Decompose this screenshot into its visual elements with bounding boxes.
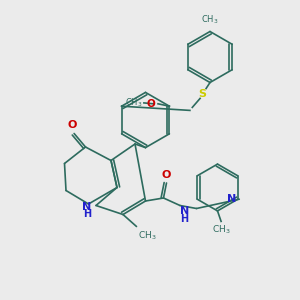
Text: CH$_3$: CH$_3$ — [138, 230, 157, 242]
Text: CH$_3$: CH$_3$ — [201, 14, 219, 26]
Text: O: O — [162, 170, 171, 180]
Text: O: O — [147, 99, 156, 109]
Text: N: N — [227, 194, 236, 204]
Text: CH$_3$: CH$_3$ — [212, 224, 230, 236]
Text: S: S — [199, 89, 206, 99]
Text: H: H — [83, 209, 92, 219]
Text: O: O — [68, 120, 77, 130]
Text: N: N — [82, 202, 92, 212]
Text: H: H — [180, 214, 188, 224]
Text: N: N — [180, 206, 189, 215]
Text: CH$_3$: CH$_3$ — [125, 97, 143, 109]
